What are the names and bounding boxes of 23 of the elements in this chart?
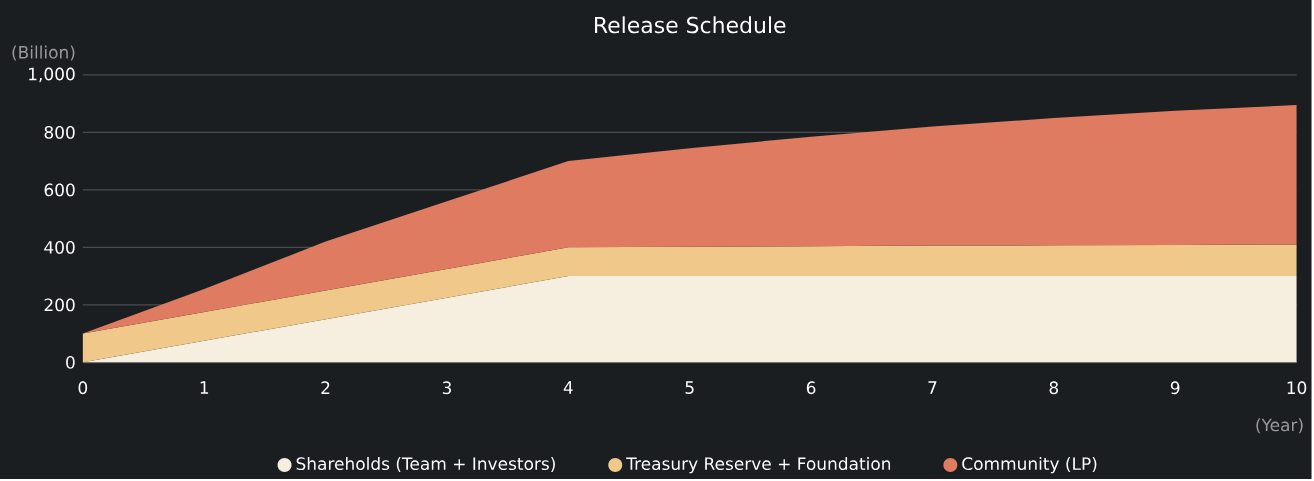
- x-axis-title: (Year): [1256, 418, 1303, 434]
- legend-label: Community (LP): [962, 457, 1097, 474]
- x-tick-label: 0: [78, 381, 88, 395]
- y-tick-label: 1,000: [29, 67, 75, 83]
- x-tick-label: 3: [442, 381, 451, 395]
- legend-label: Treasury Reserve + Foundation: [626, 457, 891, 474]
- x-tick-label: 9: [1170, 381, 1180, 395]
- x-tick-label: 7: [928, 381, 937, 394]
- x-tick-label: 5: [685, 381, 694, 395]
- y-tick-label: 600: [44, 183, 75, 197]
- x-tick-label: 6: [806, 381, 816, 395]
- x-tick-label: 2: [321, 381, 330, 395]
- x-tick-label: 8: [1049, 381, 1059, 395]
- x-tick-label: 10: [1287, 381, 1307, 395]
- legend-label: Shareholds (Team + Investors): [296, 457, 555, 473]
- y-tick-label: 800: [44, 126, 75, 139]
- y-tick-label: 400: [44, 241, 75, 254]
- y-axis-title: (Billion): [12, 45, 75, 61]
- y-tick-label: 0: [66, 356, 75, 369]
- x-tick-label: 4: [563, 381, 573, 394]
- x-tick-label: 1: [200, 381, 209, 394]
- chart-title: Release Schedule: [595, 16, 786, 34]
- y-tick-label: 200: [44, 298, 75, 312]
